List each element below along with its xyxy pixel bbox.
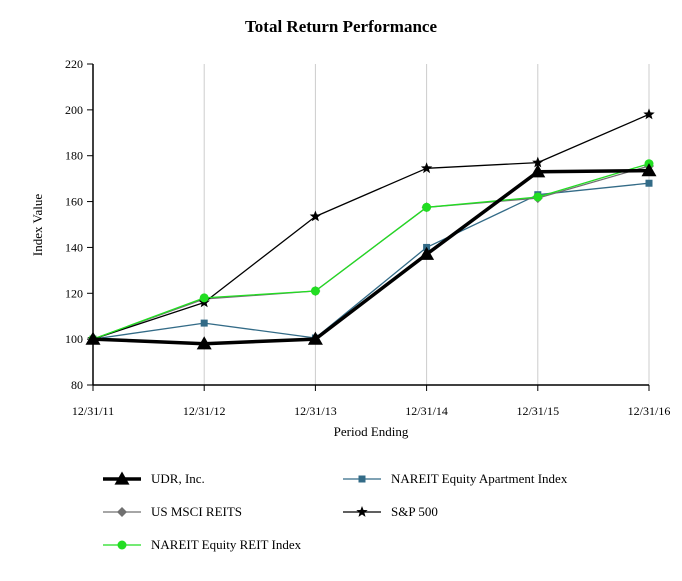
grid: [203, 64, 650, 385]
y-tick-label: 120: [65, 286, 83, 300]
x-axis-ticks: 12/31/11 12/31/12 12/31/13 12/31/14 12/31/15…: [72, 385, 670, 418]
axes: [92, 64, 649, 386]
x-tick-label: 12/31/15: [516, 404, 559, 418]
legend-swatch-marker: [117, 540, 127, 550]
series-line: [92, 163, 650, 340]
legend-label: NAREIT Equity REIT Index: [151, 537, 302, 552]
legend-item: NAREIT Equity REIT Index: [103, 537, 302, 552]
x-tick-label: 12/31/13: [294, 404, 337, 418]
data-point: [643, 108, 655, 120]
y-tick-label: 220: [65, 57, 83, 71]
x-tick-label: 12/31/14: [405, 404, 448, 418]
data-point: [309, 210, 322, 222]
series-line: [92, 168, 650, 346]
data-point: [420, 162, 433, 174]
y-axis-label: Index Value: [30, 194, 45, 256]
series-group: [85, 108, 657, 350]
series-1: [89, 179, 653, 343]
legend-swatch-marker: [356, 506, 368, 517]
legend-label: S&P 500: [391, 504, 438, 519]
y-tick-label: 200: [65, 103, 83, 117]
x-tick-label: 12/31/16: [628, 404, 671, 418]
legend-label: UDR, Inc.: [151, 471, 205, 486]
x-tick-label: 12/31/12: [183, 404, 226, 418]
data-point: [200, 319, 208, 327]
legend-item: US MSCI REITS: [103, 504, 242, 519]
data-point: [532, 156, 544, 168]
data-point: [530, 164, 546, 178]
data-point: [533, 192, 543, 202]
x-axis-label: Period Ending: [334, 424, 409, 439]
legend-swatch-marker: [117, 507, 127, 517]
series-4: [88, 159, 654, 344]
chart-title: Total Return Performance: [245, 17, 437, 36]
y-axis-ticks: 80 100 120 140 160 180 200 220: [65, 57, 93, 392]
legend-item: NAREIT Equity Apartment Index: [343, 471, 568, 486]
data-point: [85, 331, 101, 345]
y-tick-label: 100: [65, 332, 83, 346]
series-line: [92, 113, 650, 340]
legend-swatch-marker: [114, 471, 130, 485]
data-point: [199, 293, 209, 303]
y-tick-label: 140: [65, 240, 83, 254]
data-point: [641, 163, 657, 177]
y-tick-label: 80: [71, 378, 83, 392]
data-point: [307, 331, 323, 345]
legend-label: US MSCI REITS: [151, 504, 242, 519]
legend-label: NAREIT Equity Apartment Index: [391, 471, 568, 486]
legend-item: UDR, Inc.: [103, 471, 205, 486]
y-tick-label: 160: [65, 195, 83, 209]
series-3: [87, 108, 655, 344]
data-point: [419, 246, 435, 260]
legend-item: S&P 500: [343, 504, 438, 519]
series-0: [85, 163, 657, 350]
y-tick-label: 180: [65, 149, 83, 163]
data-point: [422, 202, 432, 212]
data-point: [310, 286, 320, 296]
series-2: [88, 161, 654, 345]
series-line: [92, 182, 650, 340]
data-point: [645, 179, 653, 187]
legend: UDR, Inc. NAREIT Equity Apartment Index US…: [103, 471, 568, 552]
legend-swatch-marker: [358, 475, 366, 483]
data-point: [196, 336, 212, 350]
x-tick-label: 12/31/11: [72, 404, 114, 418]
